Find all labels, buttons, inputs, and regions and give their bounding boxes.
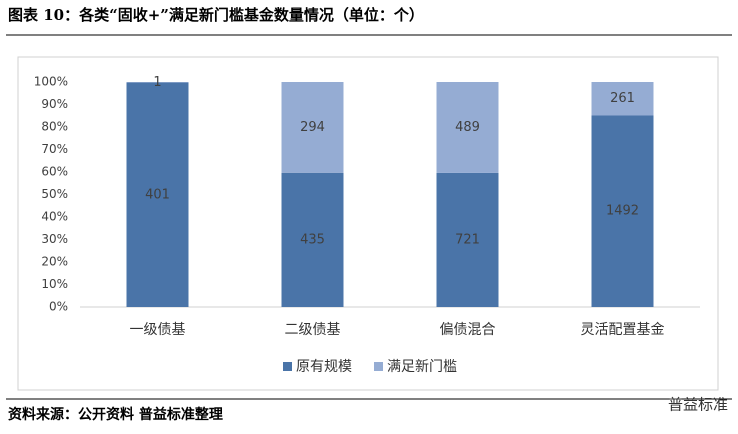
bar-segment	[436, 82, 499, 173]
y-tick-label: 70%	[41, 142, 68, 156]
watermark: 普益标准	[668, 396, 728, 414]
data-label: 294	[300, 120, 325, 135]
data-label: 1	[153, 75, 161, 90]
y-tick-label: 60%	[41, 165, 68, 179]
legend-label: 原有规模	[296, 359, 352, 375]
x-tick-label: 二级债基	[285, 321, 341, 338]
data-label: 489	[455, 120, 480, 135]
y-tick-label: 20%	[41, 255, 68, 269]
y-tick-label: 80%	[41, 120, 68, 134]
y-tick-label: 100%	[34, 75, 68, 89]
x-tick-label: 一级债基	[130, 321, 186, 338]
y-tick-label: 50%	[41, 187, 68, 201]
bar-segment	[436, 172, 499, 307]
y-tick-label: 10%	[41, 277, 68, 291]
data-label: 401	[145, 187, 170, 202]
bar-segment	[281, 172, 344, 307]
data-label: 1492	[606, 204, 639, 219]
bar-segment	[126, 82, 189, 308]
data-label: 261	[610, 91, 635, 106]
y-tick-label: 90%	[41, 97, 68, 111]
legend-swatch	[374, 362, 383, 371]
bar-segment	[591, 115, 654, 307]
bar-segment	[126, 82, 189, 83]
y-tick-label: 30%	[41, 232, 68, 246]
data-label: 721	[455, 232, 480, 247]
x-tick-label: 偏债混合	[440, 322, 496, 338]
y-tick-label: 40%	[41, 210, 68, 224]
data-label: 435	[300, 232, 325, 247]
bar-segment	[591, 82, 654, 116]
source-note: 资料来源：公开资料 普益标准整理	[8, 406, 223, 423]
legend-swatch	[283, 362, 292, 371]
y-tick-label: 0%	[49, 300, 68, 314]
chart-title: 图表 10：各类“固收+”满足新门槛基金数量情况（单位：个）	[8, 6, 424, 24]
x-tick-label: 灵活配置基金	[581, 321, 665, 338]
chart-frame	[17, 56, 719, 391]
bar-segment	[281, 82, 344, 173]
legend-label: 满足新门槛	[387, 359, 457, 375]
